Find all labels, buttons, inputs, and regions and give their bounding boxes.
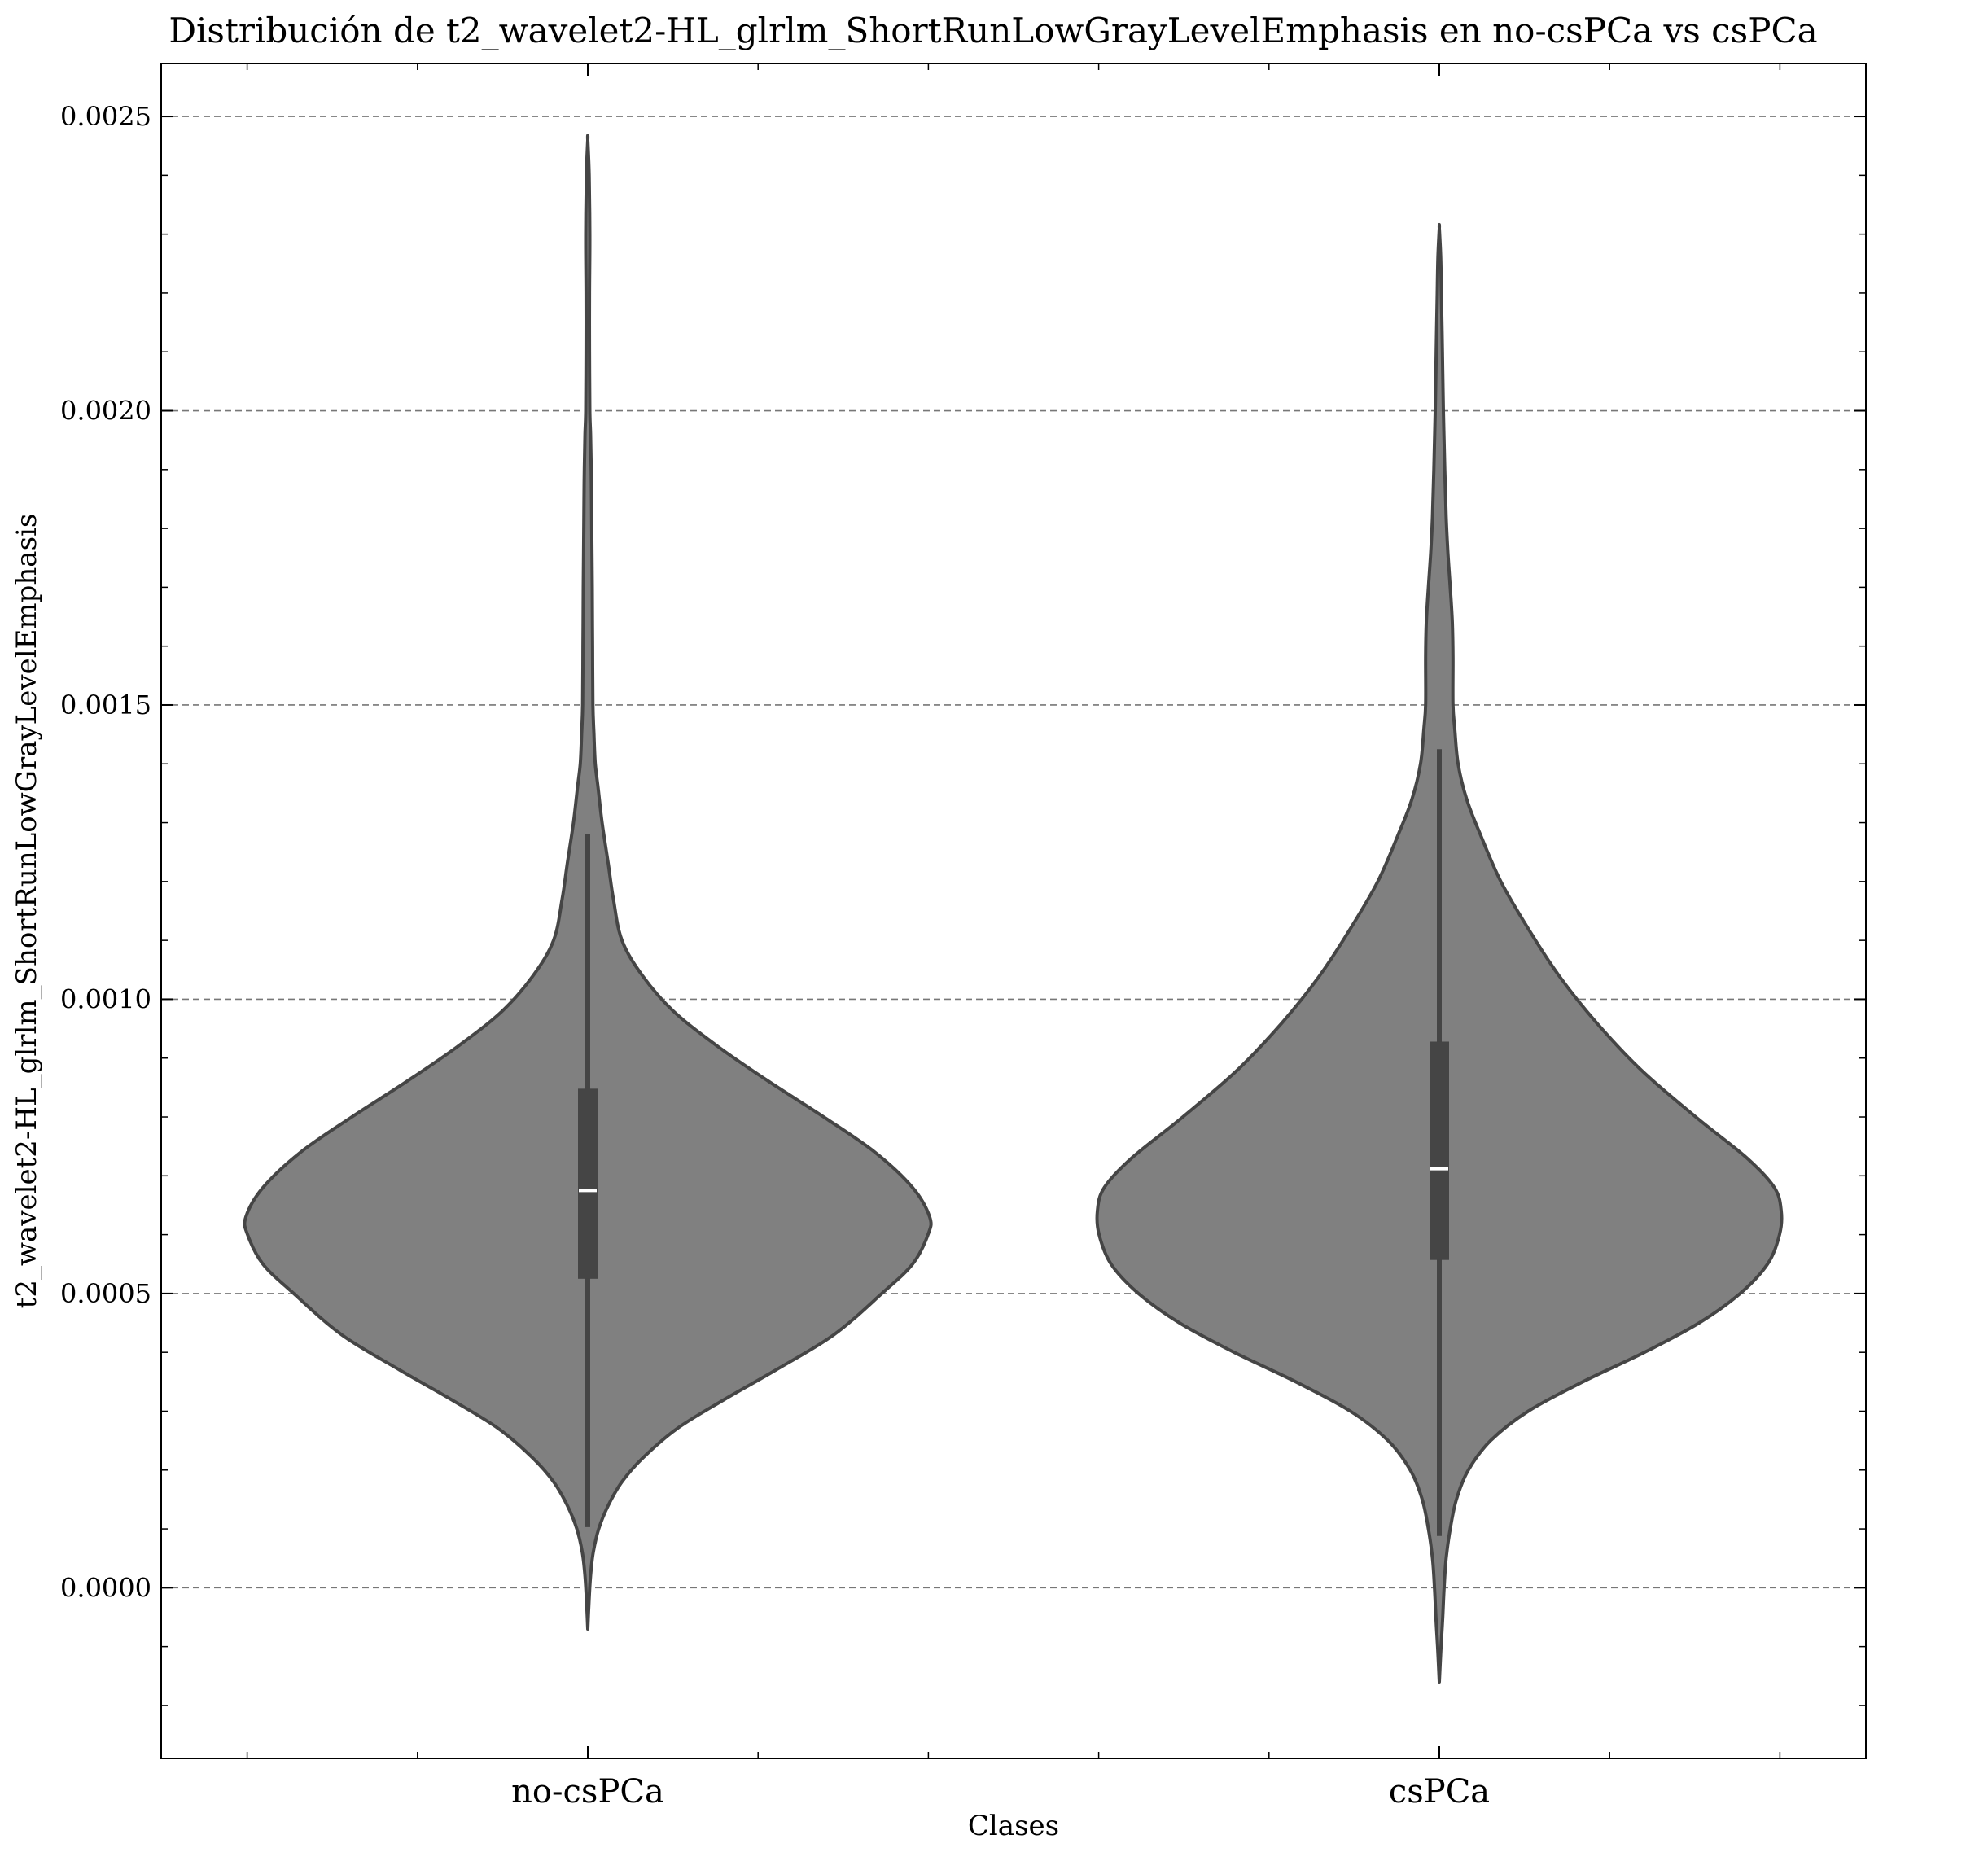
- x-tick-label: csPCa: [1389, 1773, 1490, 1811]
- y-tick-label: 0.0015: [60, 690, 151, 720]
- axis-ticks: [161, 63, 1866, 1758]
- y-tick-label: 0.0025: [60, 101, 151, 132]
- y-tick-label: 0.0005: [60, 1278, 151, 1309]
- iqr-box-0: [578, 1088, 598, 1279]
- y-tick-label: 0.0020: [60, 396, 151, 427]
- y-axis-title: t2_wavelet2-HL_glrlm_ShortRunLowGrayLeve…: [11, 514, 43, 1309]
- x-axis-title: Clases: [968, 1810, 1059, 1842]
- iqr-box-1: [1430, 1041, 1449, 1260]
- tick-labels: 0.0000 0.0005 0.0010 0.0015 0.0020 0.0025 no-c…: [60, 101, 1490, 1811]
- y-tick-label: 0.0000: [60, 1572, 151, 1603]
- chart-title: Distribución de t2_wavelet2-HL_glrlm_Sho…: [169, 11, 1817, 50]
- violins: [243, 134, 1784, 1684]
- x-tick-label: no-csPCa: [511, 1773, 664, 1811]
- y-tick-label: 0.0010: [60, 983, 151, 1014]
- plot-area-frame: [160, 63, 1867, 1759]
